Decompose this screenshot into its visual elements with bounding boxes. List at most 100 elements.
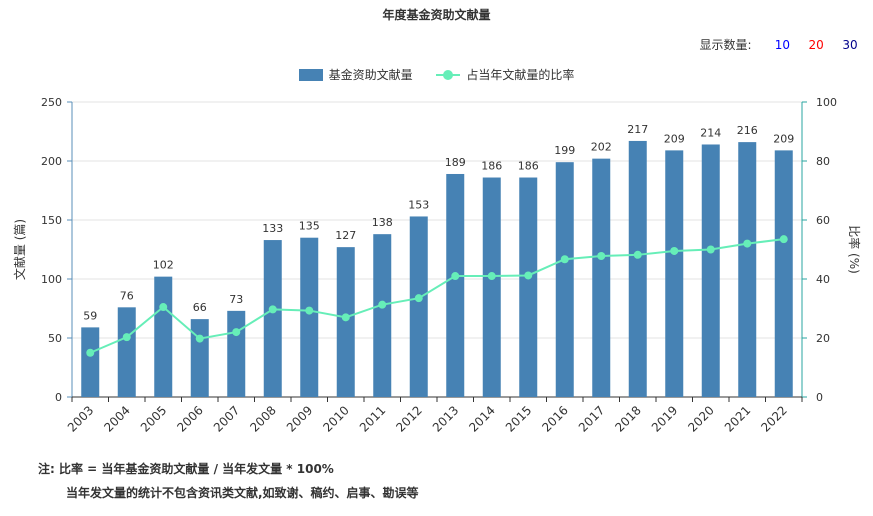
legend-line-label: 占当年文献量的比率 xyxy=(466,68,575,82)
bar-value-label: 133 xyxy=(262,222,283,235)
bar xyxy=(409,216,428,397)
bar-value-label: 66 xyxy=(193,301,207,314)
bar-value-label: 202 xyxy=(591,141,612,154)
ratio-point xyxy=(670,246,679,255)
bar-value-label: 76 xyxy=(120,289,134,302)
chart-title: 年度基金资助文献量 xyxy=(382,8,491,22)
bar xyxy=(336,247,355,397)
display-count-selector: 显示数量: 10 20 30 xyxy=(699,36,865,53)
x-tick-label: 2007 xyxy=(211,403,242,434)
x-tick-label: 2012 xyxy=(393,403,424,434)
bar-value-label: 186 xyxy=(481,160,502,173)
bar xyxy=(519,177,538,397)
bar-value-label: 186 xyxy=(518,160,539,173)
bar-value-label: 135 xyxy=(299,220,320,233)
display-count-option-20[interactable]: 20 xyxy=(808,38,824,52)
bar-value-label: 199 xyxy=(554,144,575,157)
y-tick-label: 250 xyxy=(41,96,62,109)
x-tick-label: 2006 xyxy=(174,403,205,434)
x-tick-label: 2004 xyxy=(101,403,132,434)
bar-value-label: 214 xyxy=(700,126,721,139)
note-line-1: 注: 比率 = 当年基金资助文献量 / 当年发文量 * 100% xyxy=(38,462,334,476)
ratio-point xyxy=(743,239,752,248)
ratio-point xyxy=(451,272,460,281)
bar xyxy=(263,240,282,397)
bar xyxy=(446,173,465,397)
ratio-point xyxy=(378,300,387,309)
y-axis-title: 文献量 (篇) xyxy=(12,219,27,280)
y-tick-label: 150 xyxy=(41,214,62,227)
ratio-point xyxy=(633,250,642,259)
bar-value-label: 189 xyxy=(445,156,466,169)
y2-axis-title: 比率 (%) xyxy=(847,225,862,274)
bar xyxy=(300,237,319,397)
bar-value-label: 73 xyxy=(229,293,243,306)
x-tick-label: 2022 xyxy=(758,403,789,434)
ratio-point xyxy=(524,271,533,280)
ratio-point xyxy=(159,303,168,312)
bar-value-label: 153 xyxy=(408,198,429,211)
ratio-line xyxy=(89,238,784,354)
legend-item-bar[interactable]: 基金资助文献量 xyxy=(298,66,413,83)
x-tick-label: 2011 xyxy=(357,403,388,434)
bar-value-label: 138 xyxy=(372,216,393,229)
display-count-option-10[interactable]: 10 xyxy=(774,38,790,52)
bar xyxy=(774,150,793,397)
y-tick-label: 0 xyxy=(55,391,62,404)
legend-bar-swatch xyxy=(298,68,323,81)
x-tick-label: 2020 xyxy=(685,403,716,434)
legend-item-line[interactable]: 占当年文献量的比率 xyxy=(436,66,574,83)
note-line-2: 当年发文量的统计不包含资讯类文献,如致谢、稿约、启事、勘误等 xyxy=(66,486,419,500)
bar-value-label: 217 xyxy=(627,123,648,136)
bar xyxy=(81,327,100,397)
bar xyxy=(227,310,246,397)
x-tick-label: 2016 xyxy=(539,403,570,434)
bar xyxy=(482,177,501,397)
bar-value-label: 216 xyxy=(737,124,758,137)
x-tick-label: 2019 xyxy=(649,403,680,434)
ratio-point xyxy=(268,305,277,314)
x-tick-label: 2010 xyxy=(320,403,351,434)
ratio-point xyxy=(779,235,788,244)
ratio-point xyxy=(232,328,241,337)
ratio-point xyxy=(122,333,131,342)
x-tick-label: 2013 xyxy=(430,403,461,434)
y-tick-label: 50 xyxy=(48,332,62,345)
bar xyxy=(154,276,173,397)
bar xyxy=(701,144,720,397)
bar xyxy=(190,319,209,397)
x-tick-label: 2014 xyxy=(466,403,497,434)
y2-tick-label: 40 xyxy=(816,273,830,286)
y2-tick-label: 80 xyxy=(816,155,830,168)
ratio-point xyxy=(560,255,569,264)
x-tick-label: 2003 xyxy=(65,403,96,434)
bar-value-label: 127 xyxy=(335,229,356,242)
bar-value-label: 59 xyxy=(83,309,97,322)
display-count-label: 显示数量: xyxy=(699,38,752,52)
x-tick-label: 2005 xyxy=(138,403,169,434)
x-tick-label: 2018 xyxy=(612,403,643,434)
legend-bar-label: 基金资助文献量 xyxy=(328,68,413,82)
ratio-point xyxy=(487,272,496,281)
x-tick-label: 2017 xyxy=(576,403,607,434)
y-tick-label: 100 xyxy=(41,273,62,286)
ratio-point xyxy=(305,306,314,315)
x-tick-label: 2008 xyxy=(247,403,278,434)
ratio-point xyxy=(195,334,204,343)
x-tick-label: 2009 xyxy=(284,403,315,434)
bar xyxy=(373,234,392,397)
chart-legend: 基金资助文献量 占当年文献量的比率 xyxy=(0,66,873,84)
x-tick-label: 2021 xyxy=(722,403,753,434)
display-count-option-30[interactable]: 30 xyxy=(842,38,858,52)
bar-value-label: 209 xyxy=(664,132,685,145)
bar xyxy=(117,307,136,397)
legend-line-swatch xyxy=(436,69,461,81)
x-tick-label: 2015 xyxy=(503,403,534,434)
y2-tick-label: 100 xyxy=(816,96,837,109)
bar-value-label: 102 xyxy=(153,259,174,272)
y-tick-label: 200 xyxy=(41,155,62,168)
ratio-point xyxy=(414,294,423,303)
bar xyxy=(555,162,574,397)
bar-value-label: 209 xyxy=(773,132,794,145)
